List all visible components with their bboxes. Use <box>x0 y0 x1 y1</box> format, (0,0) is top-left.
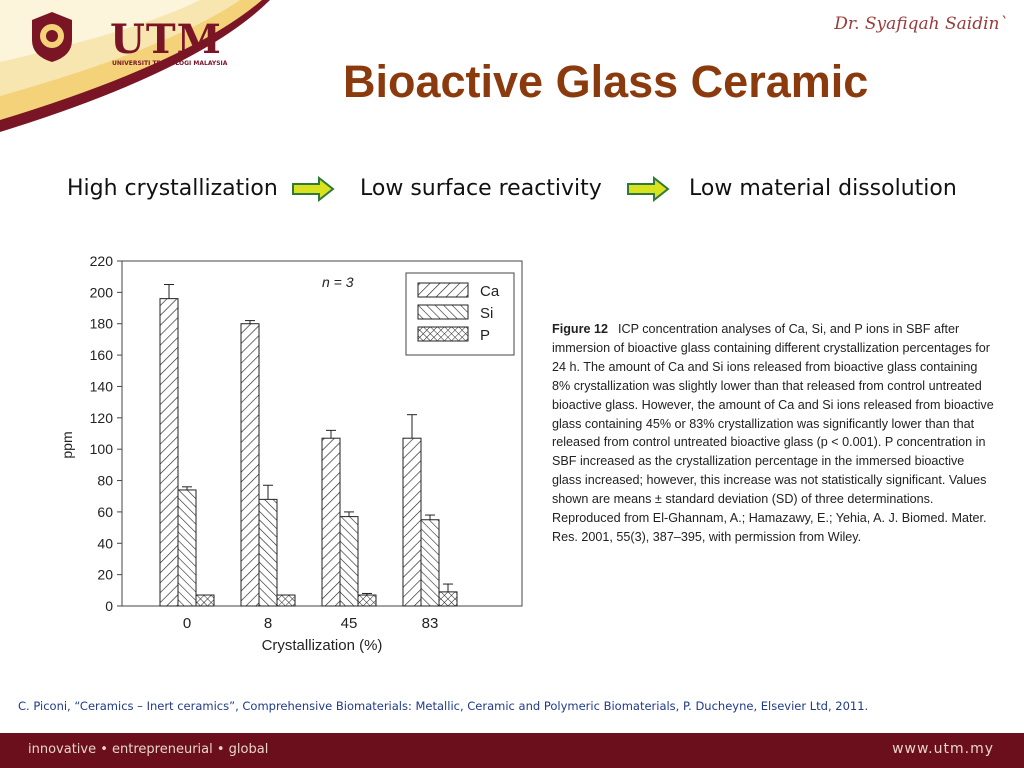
y-tick-label: 0 <box>105 598 113 614</box>
legend-swatch-p <box>417 326 469 342</box>
bar-ca <box>402 437 422 607</box>
reference-citation: C. Piconi, “Ceramics – Inert ceramics”, … <box>18 699 869 713</box>
logo-text: UTM <box>110 16 222 63</box>
y-tick-label: 80 <box>97 473 113 489</box>
y-tick-label: 100 <box>90 441 114 457</box>
figure-caption: Figure 12 ICP concentration analyses of C… <box>552 320 997 547</box>
flow-step-high-crystallization: High crystallization <box>67 176 278 201</box>
bar-p <box>438 591 458 607</box>
legend-label-si: Si <box>480 305 493 322</box>
figure-caption-text: ICP concentration analyses of Ca, Si, an… <box>552 322 994 544</box>
bar-p <box>276 594 296 607</box>
bar-p <box>357 594 377 607</box>
footer-tagline: innovative • entrepreneurial • global <box>28 742 269 757</box>
legend-swatch-ca <box>417 282 469 298</box>
x-axis-label: Crystallization (%) <box>262 637 383 654</box>
y-tick-label: 140 <box>90 378 114 394</box>
legend-swatch-si <box>417 304 469 320</box>
y-tick-label: 220 <box>90 253 114 269</box>
bar-ca <box>321 437 341 607</box>
author-name: Dr. Syafiqah Saidin` <box>834 14 1008 34</box>
y-tick-label: 60 <box>97 504 113 520</box>
y-axis-label: ppm <box>59 431 75 458</box>
x-tick-label: 45 <box>341 615 358 632</box>
logo-subtitle: UNIVERSITI TEKNOLOGI MALAYSIA <box>112 60 228 67</box>
y-tick-label: 200 <box>90 284 114 300</box>
slide-title: Bioactive Glass Ceramic <box>343 56 869 107</box>
bar-si <box>420 519 440 607</box>
y-tick-label: 40 <box>97 535 113 551</box>
bar-ca <box>159 298 179 607</box>
figure-label: Figure 12 <box>552 322 608 336</box>
bar-si <box>258 498 278 607</box>
utm-crest-icon <box>32 12 72 62</box>
legend-label-p: P <box>480 327 490 344</box>
utm-logo: UTM UNIVERSITI TEKNOLOGI MALAYSIA <box>28 10 227 70</box>
bar-si <box>339 516 359 607</box>
flow-step-low-surface-reactivity: Low surface reactivity <box>360 176 602 201</box>
bar-ca <box>240 323 260 607</box>
y-tick-label: 160 <box>90 347 114 363</box>
n-annotation: n = 3 <box>322 274 354 290</box>
footer-url: www.utm.my <box>892 741 994 757</box>
bar-si <box>177 489 197 607</box>
y-tick-label: 20 <box>97 567 113 583</box>
flow-step-low-material-dissolution: Low material dissolution <box>689 176 957 201</box>
footer-bar: innovative • entrepreneurial • global ww… <box>0 733 1024 768</box>
right-arrow-icon <box>292 176 335 202</box>
y-tick-label: 120 <box>90 410 114 426</box>
x-tick-label: 0 <box>183 615 191 632</box>
y-tick-label: 180 <box>90 316 114 332</box>
x-tick-label: 8 <box>264 615 272 632</box>
legend-label-ca: Ca <box>480 283 500 300</box>
x-tick-label: 83 <box>422 615 439 632</box>
right-arrow-icon <box>627 176 670 202</box>
ion-concentration-bar-chart: 0 20 40 60 80 100 120 140 160 180 200 220 0 8 45 83 n … <box>59 253 523 654</box>
bar-p <box>195 594 215 607</box>
